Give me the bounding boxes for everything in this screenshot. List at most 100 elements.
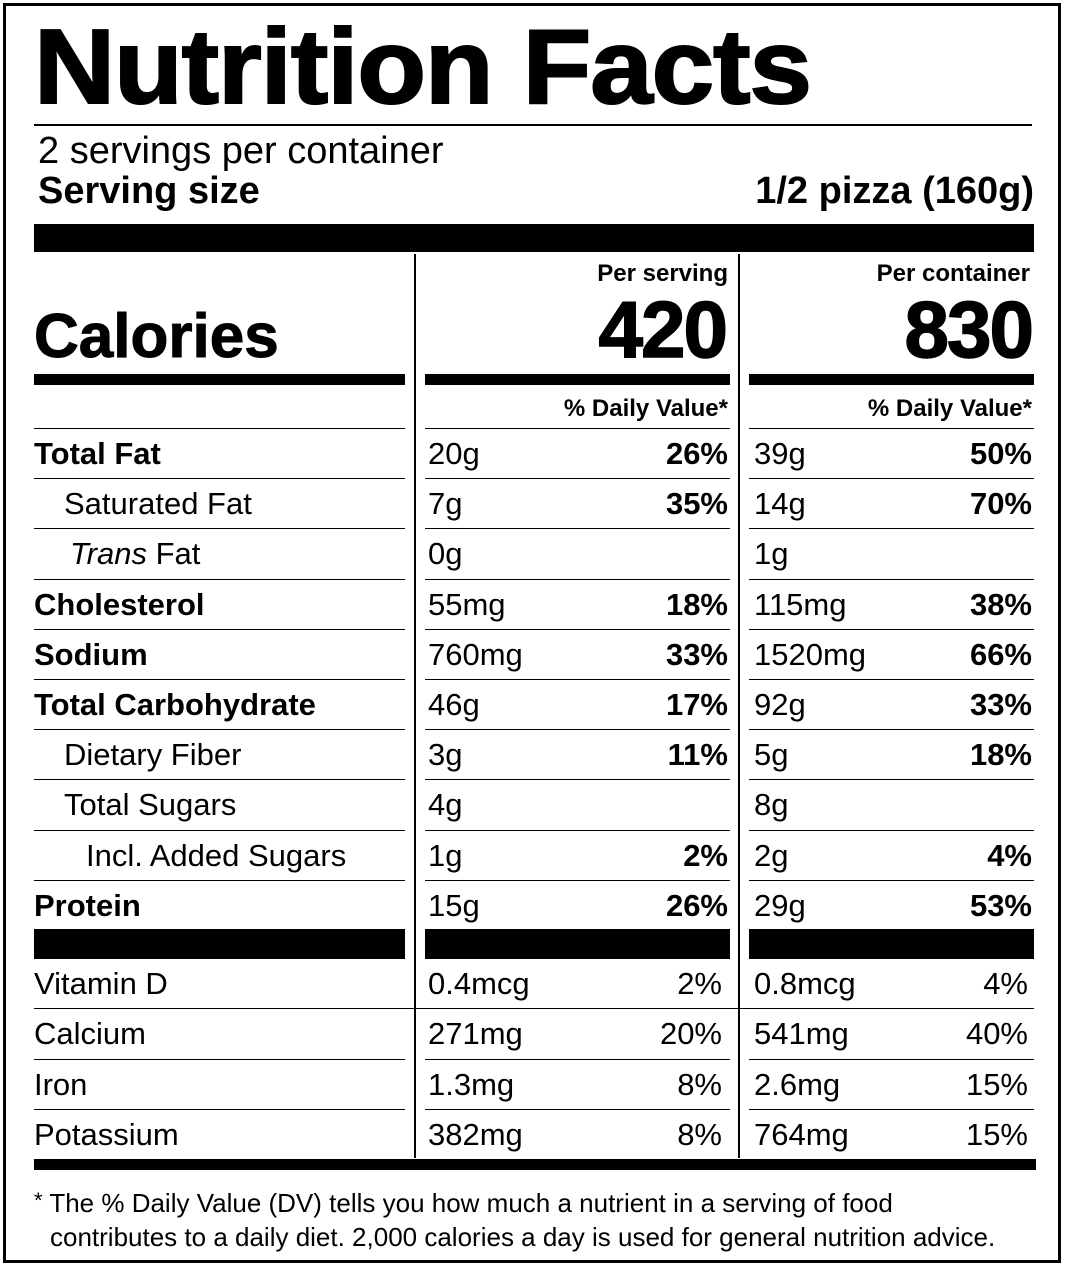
- nutrient-name: Saturated Fat: [64, 486, 252, 522]
- container-amount: 764mg: [754, 1116, 849, 1152]
- per-serving-calories: 420: [598, 285, 729, 374]
- nutrient-name-rest: Fat: [146, 536, 201, 572]
- row-rule: [34, 578, 405, 580]
- vitamin-name: Iron: [34, 1066, 88, 1102]
- row-rule: [749, 729, 1034, 731]
- container-daily-value: 15%: [965, 1066, 1028, 1102]
- row-rule: [425, 779, 730, 781]
- container-daily-value: 53%: [969, 887, 1032, 923]
- serving-amount: 760mg: [428, 636, 523, 672]
- row-rule: [34, 1008, 1034, 1009]
- serving-amount: 4g: [428, 787, 463, 823]
- serving-amount: 382mg: [428, 1116, 523, 1152]
- nutrient-name: Total Sugars: [64, 787, 237, 823]
- per-container-header: Per container: [876, 260, 1030, 287]
- container-daily-value: 4%: [983, 966, 1028, 1001]
- row-rule: [425, 679, 730, 680]
- row-rule: [425, 628, 730, 630]
- row-rule: [34, 779, 405, 781]
- serving-daily-value: 17%: [665, 687, 728, 722]
- container-amount: 8g: [754, 787, 789, 823]
- serving-amount: 46g: [428, 687, 480, 722]
- container-amount: 2g: [754, 837, 789, 873]
- serving-amount: 55mg: [428, 586, 506, 622]
- footer-rule: [34, 1159, 1036, 1170]
- row-rule: [749, 879, 1034, 881]
- serving-daily-value: 26%: [665, 887, 728, 923]
- row-rule: [34, 1058, 405, 1060]
- serving-daily-value: 18%: [665, 586, 728, 622]
- row-rule: [34, 478, 405, 480]
- container-amount: 115mg: [754, 586, 847, 622]
- serving-daily-value: 8%: [677, 1116, 722, 1152]
- per-serving-header: Per serving: [597, 260, 728, 287]
- vitamin-name: Potassium: [34, 1116, 179, 1152]
- calories-rule: [34, 374, 405, 385]
- daily-value-header-serving: % Daily Value*: [563, 395, 728, 422]
- row-rule: [34, 428, 405, 429]
- container-daily-value: 38%: [969, 586, 1032, 622]
- servings-per-container: 2 servings per container: [38, 130, 444, 172]
- serving-daily-value: 20%: [659, 1016, 722, 1052]
- row-rule: [425, 428, 730, 429]
- footnote-line-1: The % Daily Value (DV) tells you how muc…: [49, 1188, 893, 1218]
- container-amount: 5g: [754, 737, 789, 773]
- daily-value-header-container: % Daily Value*: [867, 395, 1032, 422]
- vitamin-name: Calcium: [34, 1016, 146, 1052]
- nutrient-name: Incl. Added Sugars: [86, 837, 347, 873]
- row-rule: [749, 628, 1034, 630]
- container-amount: 1520mg: [754, 636, 867, 672]
- row-rule: [34, 1108, 405, 1110]
- nutrient-name: Cholesterol: [34, 586, 205, 622]
- row-rule: [34, 528, 405, 530]
- container-amount: 2.6mg: [754, 1066, 841, 1102]
- row-rule: [34, 829, 405, 831]
- row-rule: [425, 528, 730, 530]
- row-rule: [425, 1058, 730, 1060]
- row-rule: [34, 729, 405, 731]
- serving-daily-value: 2%: [683, 837, 728, 873]
- container-daily-value: 66%: [969, 636, 1032, 672]
- serving-amount: 20g: [428, 436, 480, 471]
- serving-daily-value: 33%: [665, 636, 728, 672]
- nutrient-name: Total Fat: [34, 436, 161, 471]
- serving-amount: 1g: [428, 837, 463, 873]
- container-amount: 1g: [754, 536, 789, 572]
- calories-rule: [749, 374, 1034, 385]
- row-rule: [749, 779, 1034, 781]
- container-daily-value: 70%: [969, 486, 1032, 522]
- footnote-star: *: [34, 1188, 43, 1213]
- nutrient-name: Trans Fat: [70, 538, 200, 569]
- nutrient-name: Sodium: [34, 636, 148, 672]
- row-rule: [425, 478, 730, 480]
- calories-rule: [425, 374, 730, 385]
- row-rule: [749, 478, 1034, 480]
- container-daily-value: 33%: [969, 687, 1032, 722]
- column-divider-serving: [414, 254, 416, 1158]
- container-amount: 29g: [754, 887, 806, 923]
- row-rule: [425, 578, 730, 580]
- nutrition-label: [3, 3, 1061, 1263]
- serving-daily-value: 11%: [667, 737, 728, 773]
- container-amount: 39g: [754, 436, 806, 471]
- container-amount: 0.8mcg: [754, 966, 856, 1001]
- calories-label: Calories: [34, 302, 280, 371]
- serving-amount: 0.4mcg: [428, 966, 530, 1001]
- serving-daily-value: 35%: [665, 486, 728, 522]
- row-rule: [425, 729, 730, 731]
- column-divider-container: [738, 254, 740, 1158]
- container-daily-value: 18%: [969, 737, 1032, 773]
- serving-size-value: 1/2 pizza (160g): [755, 170, 1034, 212]
- serving-amount: 15g: [428, 887, 480, 923]
- vitamin-divider: [34, 929, 405, 959]
- serving-amount: 0g: [428, 536, 463, 572]
- container-daily-value: 50%: [969, 436, 1032, 471]
- row-rule: [34, 628, 405, 630]
- container-amount: 14g: [754, 486, 806, 522]
- footnote-line-2: contributes to a daily diet. 2,000 calor…: [50, 1222, 996, 1252]
- serving-daily-value: 26%: [665, 436, 728, 471]
- vitamin-divider: [425, 929, 730, 959]
- row-rule: [749, 528, 1034, 530]
- thick-divider: [34, 224, 1034, 252]
- footnote: * The % Daily Value (DV) tells you how m…: [34, 1184, 995, 1254]
